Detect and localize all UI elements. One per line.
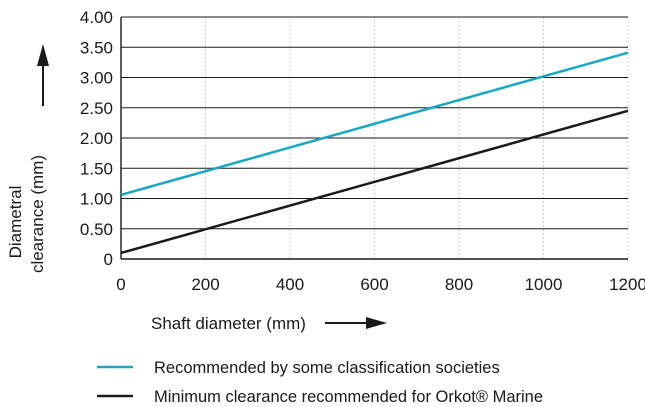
y-tick-label: 2.00 [80, 129, 113, 148]
y-tick-label: 0 [104, 250, 113, 269]
legend-label-minimum: Minimum clearance recommended for Orkot®… [154, 388, 543, 406]
legend-label-recommended: Recommended by some classification socie… [154, 359, 500, 377]
x-axis-arrow [325, 317, 387, 329]
x-tick-label: 800 [445, 275, 473, 294]
series-line-recommended [120, 51, 629, 197]
y-tick-label: 0.50 [80, 220, 113, 239]
y-tick-label: 2.50 [80, 99, 113, 118]
y-axis-arrow [37, 44, 49, 106]
y-axis-label-line1: Diametral [6, 186, 25, 259]
legend: Recommended by some classification socie… [97, 359, 543, 406]
y-tick-label: 4.00 [80, 8, 113, 27]
y-tick-label: 1.00 [80, 190, 113, 209]
x-tick-label: 200 [191, 275, 219, 294]
y-tick-labels: 0 0.50 1.00 1.50 2.00 2.50 3.00 3.50 4.00 [80, 8, 113, 269]
y-tick-label: 3.00 [80, 69, 113, 88]
series-layer [120, 51, 629, 255]
x-tick-label: 1000 [525, 275, 563, 294]
x-axis-label: Shaft diameter (mm) [151, 314, 306, 333]
x-tick-labels: 0 200 400 600 800 1000 1200 [116, 275, 645, 294]
x-tick-label: 400 [276, 275, 304, 294]
series-line-minimum [120, 109, 629, 255]
x-tick-label: 1200 [609, 275, 645, 294]
y-tick-label: 3.50 [80, 38, 113, 57]
y-axis-label-line2: clearance (mm) [28, 155, 47, 273]
y-tick-label: 1.50 [80, 159, 113, 178]
grid [120, 16, 629, 260]
x-tick-label: 0 [116, 275, 125, 294]
x-tick-label: 600 [360, 275, 388, 294]
